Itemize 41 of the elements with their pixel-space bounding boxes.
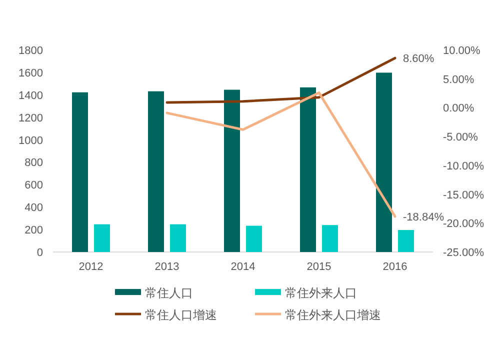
x-tick-label: 2013 (154, 261, 180, 273)
y-tick-label: 0 (36, 247, 43, 259)
y-tick-label: 1200 (18, 112, 43, 124)
y2-tick-label: -15.00% (443, 189, 484, 202)
y2-tick-label: -10.00% (443, 160, 484, 172)
x-tick-label: 2012 (78, 261, 104, 273)
bar (300, 87, 316, 252)
data-label: -18.84% (403, 211, 444, 224)
bar (322, 225, 338, 252)
x-tick-label: 2015 (306, 261, 332, 273)
y-tick-label: 600 (24, 180, 43, 192)
x-tick-label: 2014 (230, 261, 256, 273)
y-tick-label: 1000 (18, 134, 43, 147)
data-label: 8.60% (403, 53, 434, 66)
bar (72, 92, 88, 252)
y2-tick-label: -20.00% (443, 218, 484, 230)
legend-label: 常住外来人口 (285, 286, 357, 300)
bar (148, 91, 164, 252)
y-tick-label: 400 (24, 202, 43, 214)
y-tick-label: 800 (24, 157, 43, 170)
legend-label: 常住外来人口增速 (285, 308, 381, 322)
x-tick-label: 2016 (382, 261, 408, 273)
y2-tick-label: -5.00% (443, 132, 478, 144)
bar (376, 72, 392, 252)
y2-tick-label: 0.00% (443, 102, 474, 115)
y-tick-label: 200 (24, 224, 43, 237)
bar (224, 90, 240, 252)
legend-label: 常住人口 (145, 286, 193, 300)
line-series (166, 91, 396, 218)
y2-tick-label: 5.00% (443, 74, 474, 86)
y2-tick-label: 10.00% (443, 45, 481, 57)
y2-tick-label: -25.00% (443, 247, 484, 259)
y-tick-label: 1600 (18, 67, 43, 80)
line-series (166, 56, 396, 104)
y-tick-label: 1800 (18, 45, 43, 57)
bar (246, 226, 262, 252)
bar (170, 224, 186, 252)
bar (94, 224, 110, 252)
y-tick-label: 1400 (18, 90, 43, 102)
legend-label: 常住人口增速 (145, 308, 217, 322)
bar (398, 230, 414, 252)
